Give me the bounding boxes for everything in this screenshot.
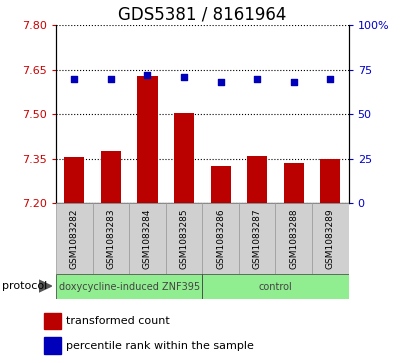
Bar [64, 157, 84, 203]
Bar [44, 337, 61, 354]
FancyBboxPatch shape [202, 274, 349, 299]
FancyBboxPatch shape [56, 203, 93, 274]
Bar [174, 113, 194, 203]
FancyBboxPatch shape [56, 274, 202, 299]
Text: transformed count: transformed count [66, 316, 170, 326]
Point [327, 76, 334, 82]
Text: protocol: protocol [2, 281, 47, 291]
Point [217, 79, 224, 85]
Text: GSM1083287: GSM1083287 [253, 208, 262, 269]
FancyBboxPatch shape [166, 203, 202, 274]
FancyBboxPatch shape [276, 203, 312, 274]
Text: GSM1083285: GSM1083285 [180, 208, 188, 269]
FancyBboxPatch shape [239, 203, 276, 274]
Text: control: control [259, 282, 292, 292]
Text: GSM1083283: GSM1083283 [106, 208, 115, 269]
Bar [320, 159, 340, 203]
Polygon shape [39, 280, 51, 292]
Point [107, 76, 114, 82]
Text: GSM1083286: GSM1083286 [216, 208, 225, 269]
Bar [210, 166, 231, 203]
Bar [44, 313, 61, 329]
Text: doxycycline-induced ZNF395: doxycycline-induced ZNF395 [59, 282, 200, 292]
FancyBboxPatch shape [93, 203, 129, 274]
Bar [101, 151, 121, 203]
FancyBboxPatch shape [312, 203, 349, 274]
FancyBboxPatch shape [129, 203, 166, 274]
FancyBboxPatch shape [202, 203, 239, 274]
Bar [137, 76, 158, 203]
Point [71, 76, 78, 82]
Title: GDS5381 / 8161964: GDS5381 / 8161964 [118, 6, 286, 24]
Text: percentile rank within the sample: percentile rank within the sample [66, 341, 254, 351]
Text: GSM1083289: GSM1083289 [326, 208, 335, 269]
Text: GSM1083284: GSM1083284 [143, 208, 152, 269]
Point [181, 74, 187, 80]
Bar [247, 156, 267, 203]
Point [290, 79, 297, 85]
Point [144, 72, 151, 78]
Text: GSM1083282: GSM1083282 [70, 208, 79, 269]
Text: GSM1083288: GSM1083288 [289, 208, 298, 269]
Bar [284, 163, 304, 203]
Point [254, 76, 261, 82]
